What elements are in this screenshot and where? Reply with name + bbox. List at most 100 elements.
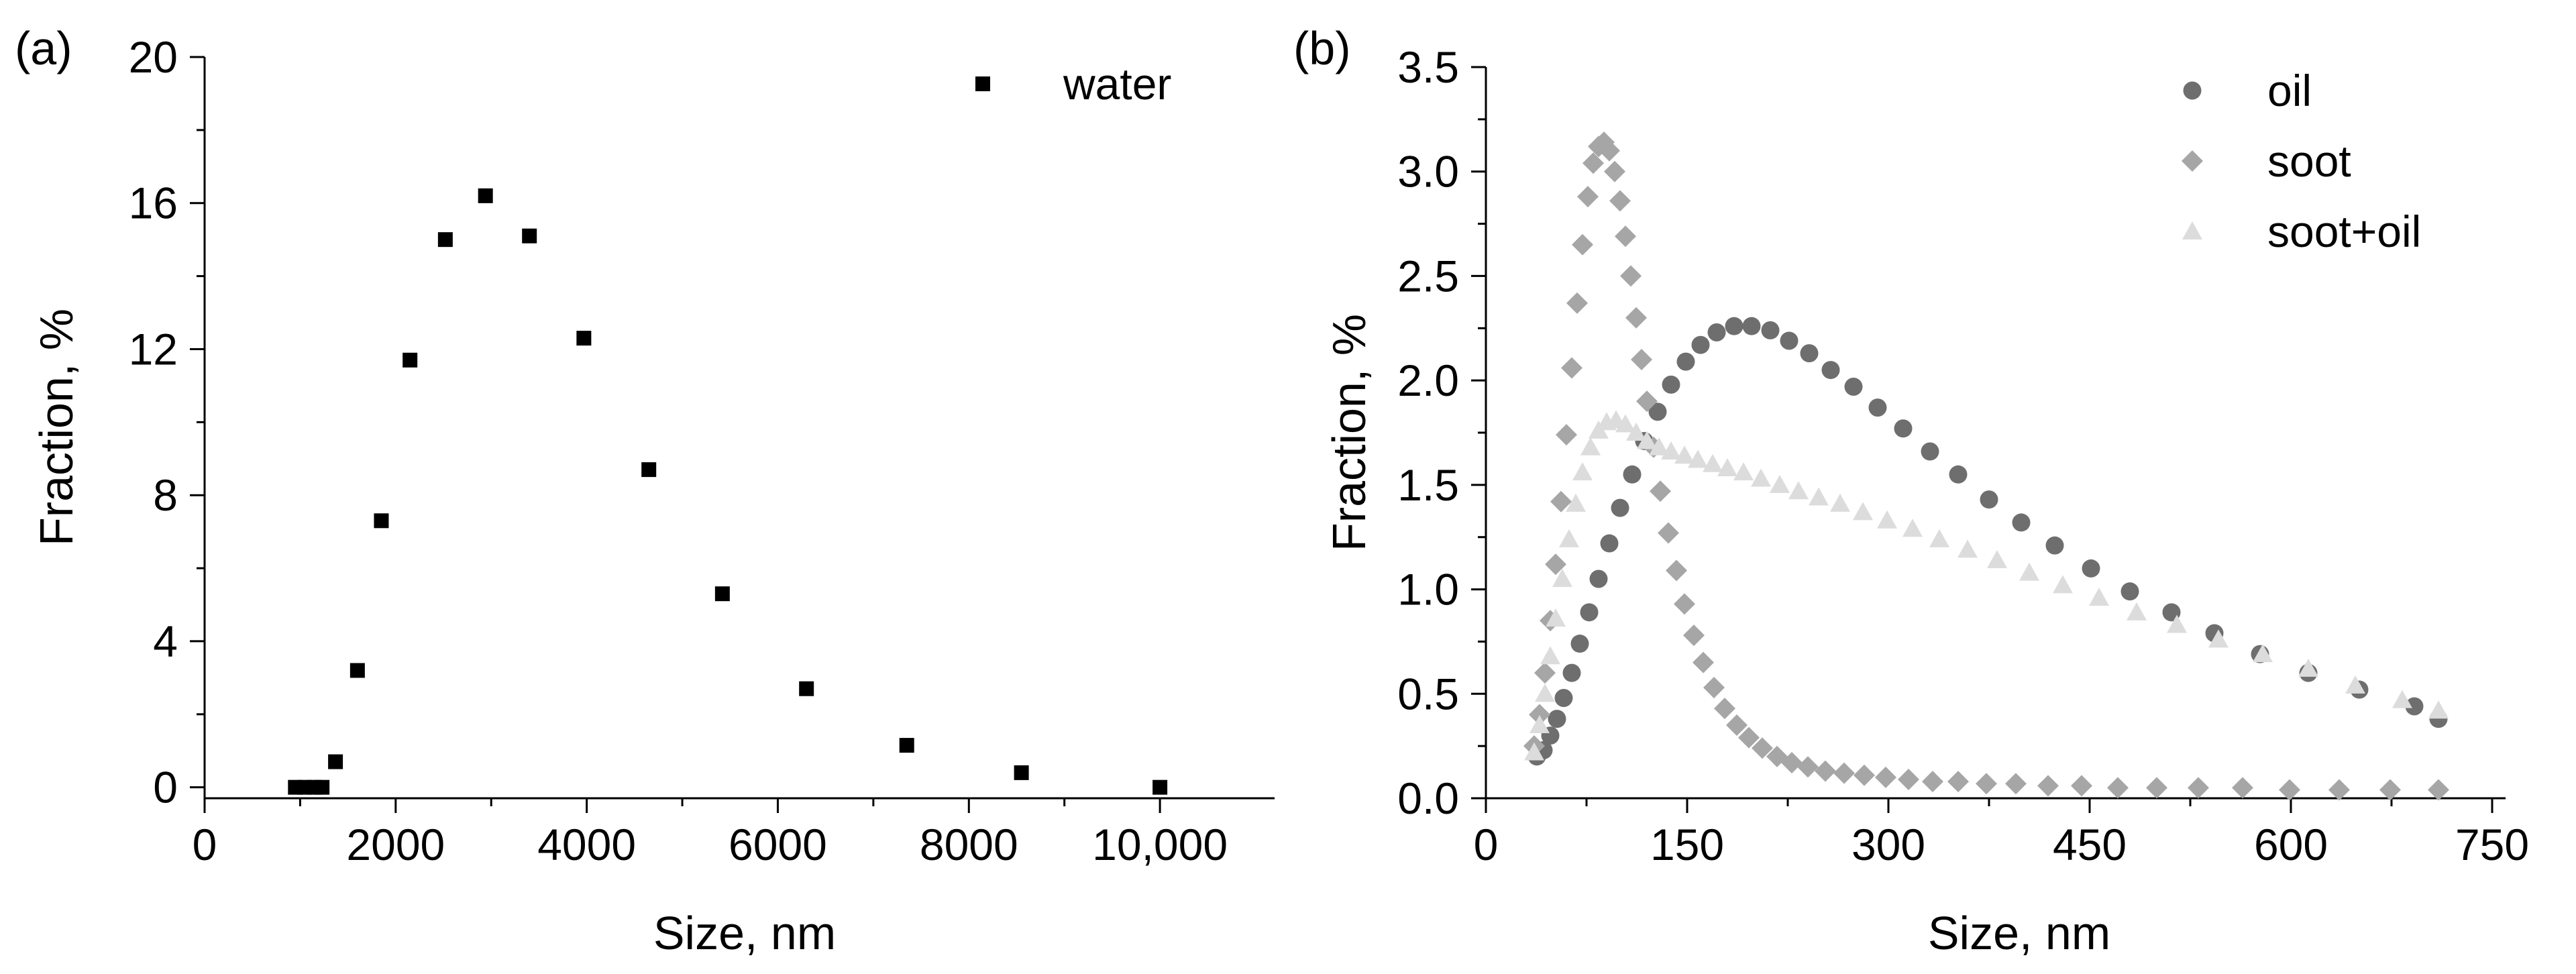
y-tick-label: 2.5 [1397,251,1459,301]
data-point-soot-oil [1674,445,1695,464]
data-point-oil [1949,465,1968,484]
data-point-oil [1821,361,1840,380]
data-point-soot [1599,140,1620,162]
y-axis-title: Fraction, % [30,309,83,546]
y-axis-title: Fraction, % [1323,314,1375,551]
data-point-soot-oil [1524,742,1544,761]
data-point-soot [1604,160,1625,182]
legend-label: soot+oil [2267,207,2421,256]
data-point-soot [1572,233,1593,256]
data-point-oil [1742,317,1761,335]
data-point-soot-oil [2298,658,2318,677]
data-point-soot-oil [1703,453,1723,472]
y-tick-label: 3.5 [1397,42,1459,92]
data-point-water [576,331,592,346]
data-point-oil [1844,377,1863,396]
x-tick-label: 450 [2053,820,2127,869]
data-point-soot-oil [1559,529,1579,547]
data-point-soot-oil [1566,493,1586,512]
data-point-soot-oil [1957,539,1978,558]
data-point-oil [1662,375,1680,394]
data-point-soot [1976,773,1997,795]
data-point-soot-oil [2053,575,2073,594]
data-point-soot [1922,771,1943,793]
data-point-water [799,681,814,696]
data-point-soot [2005,773,2027,795]
data-point-soot [1683,625,1705,647]
data-point-soot [1714,698,1735,720]
data-point-water [1152,779,1168,795]
legend-label: soot [2267,136,2351,186]
x-tick-label: 4000 [537,820,636,869]
series-soot-oil [1524,410,2449,761]
data-point-soot [1631,349,1652,370]
data-point-soot-oil [1751,468,1771,487]
panel-a: 0 2000 4000 6000 8000 10,000 0 4 8 12 16 20 Size, nm… [15,22,1275,959]
x-tick-label: 150 [1650,820,1724,869]
data-point-oil [1648,402,1667,421]
data-point-soot [1666,559,1687,582]
data-point-soot [1529,704,1550,726]
data-point-oil [1600,534,1619,553]
y-tick-label: 0.5 [1397,669,1459,718]
data-point-soot-oil [2253,644,2273,663]
data-point-soot-oil [1877,510,1897,529]
data-point-soot-oil [1661,441,1681,460]
data-point-soot [2188,777,2209,799]
x-tick-label: 600 [2254,820,2328,869]
data-point-oil [1707,323,1726,342]
data-point-soot-oil [1626,423,1646,441]
data-point-oil [1980,490,1998,509]
data-point-soot-oil [1987,549,2007,568]
data-point-soot [2232,777,2253,799]
data-point-soot-oil [1929,529,1949,547]
data-point-water [899,738,914,753]
data-point-soot-oil [2208,629,2229,648]
y-tick-label: 2.0 [1397,356,1459,405]
data-point-water [374,513,389,529]
data-point-soot [1636,390,1658,413]
x-tick-label: 750 [2455,820,2529,869]
data-point-soot [2071,775,2092,797]
data-point-soot-oil [1580,437,1601,455]
x-tick-label: 0 [1474,820,1499,869]
data-point-soot [1797,756,1819,778]
data-point-soot-oil [1733,462,1754,481]
x-tick-label: 10,000 [1092,820,1228,869]
data-point-water [478,188,493,203]
data-point-soot [1625,307,1647,329]
data-point-soot-oil [1853,502,1873,521]
data-point-soot-oil [2345,675,2365,694]
data-point-soot [1693,651,1714,673]
data-point-soot-oil [1809,487,1829,506]
data-point-soot [2146,777,2167,799]
data-point-soot [2328,779,2350,801]
data-point-soot [1556,424,1577,446]
data-point-soot-oil [2019,562,2039,581]
data-point-soot-oil [1688,449,1708,468]
data-point-soot [1854,764,1875,786]
data-point-oil [1589,570,1608,588]
series-oil [1527,317,2448,766]
data-point-water [402,352,418,368]
data-point-soot [1550,490,1572,512]
data-point-soot [1620,265,1642,287]
data-point-soot [1898,768,1919,790]
data-point-soot [2037,775,2059,797]
data-point-soot-oil [1649,437,1669,455]
data-point-soot-oil [2428,700,2449,719]
data-point-soot [1650,480,1671,502]
data-point-soot [1781,752,1803,774]
x-tick-label: 0 [193,820,217,869]
data-point-soot-oil [1529,715,1550,733]
y-tick-label: 1.5 [1397,460,1459,510]
data-point-soot [1534,662,1556,684]
y-tick-label: 1.0 [1397,565,1459,614]
data-point-water [315,779,330,795]
data-point-water [522,228,537,243]
data-point-oil [1894,419,1913,438]
panel-label: (b) [1293,22,1351,74]
data-point-soot-oil [1535,684,1555,702]
y-tick-label: 12 [129,324,178,374]
